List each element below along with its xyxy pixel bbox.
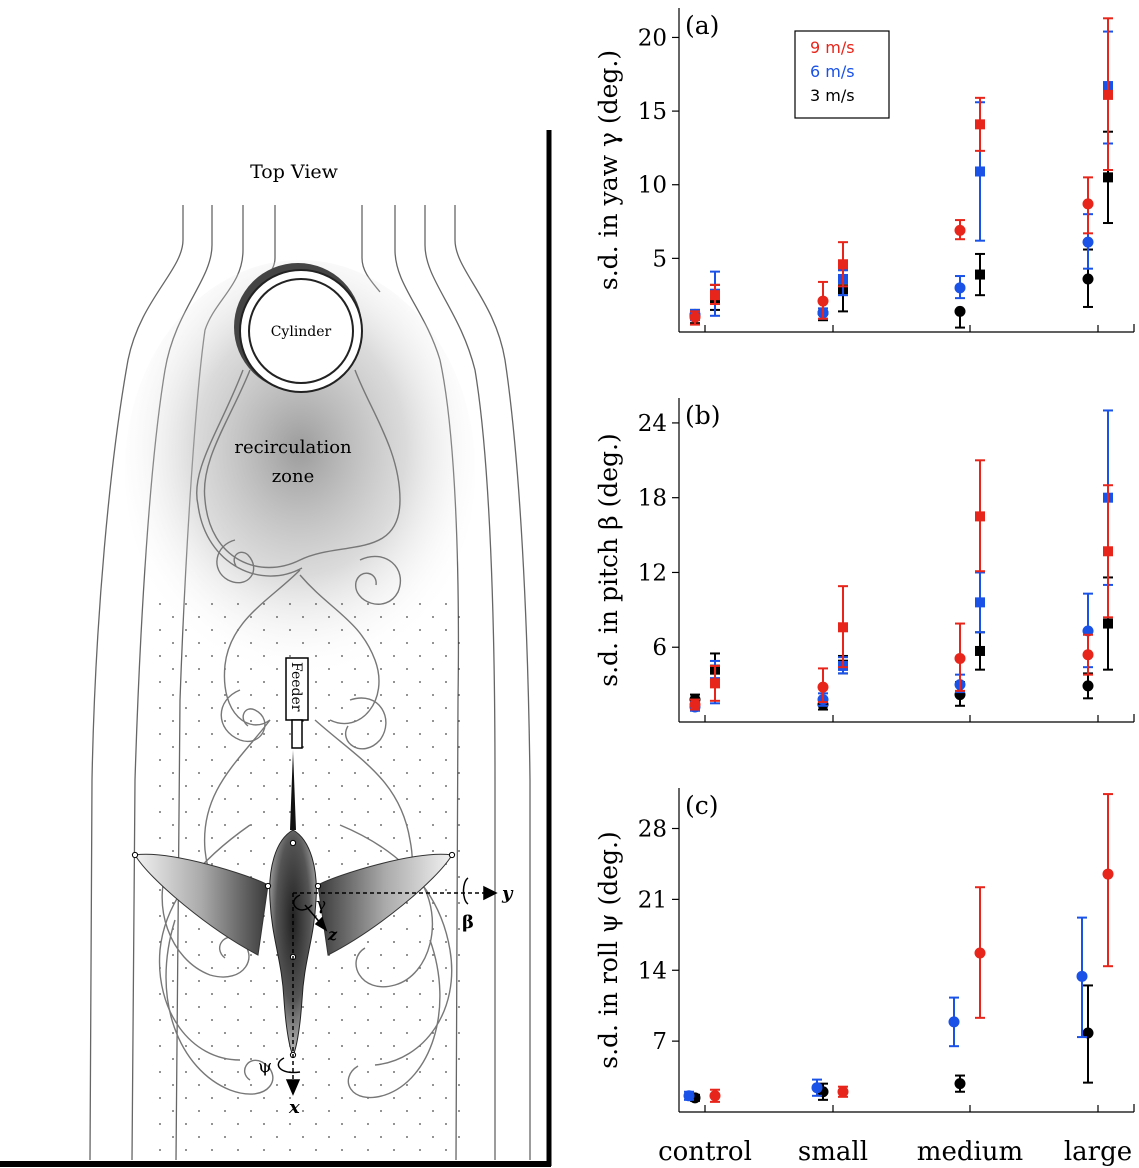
data-point-circle (955, 1078, 966, 1089)
recirculation-label-line1: recirculation (234, 437, 352, 458)
data-point-square (1103, 619, 1113, 629)
y-tick-label: 28 (638, 817, 667, 843)
recirculation-label-line2: zone (272, 466, 315, 487)
y-tick-label: 21 (638, 887, 667, 913)
data-point-circle (690, 699, 701, 710)
data-point-square (1103, 546, 1113, 556)
data-point-square (1103, 90, 1113, 100)
x-label-large: large (1064, 1137, 1132, 1167)
series-9ms-circle (710, 794, 1114, 1102)
top-view-illustration: Top View Cylinder recirculation zone Fee… (0, 130, 551, 1166)
beta-symbol: β (462, 912, 474, 933)
data-point-circle (684, 1090, 695, 1101)
data-point-square (975, 646, 985, 656)
series-6ms-circle (690, 214, 1094, 320)
feeder-label: Feeder (288, 662, 304, 712)
data-point-circle (818, 682, 829, 693)
data-point-square (710, 678, 720, 688)
z-axis-symbol: z (327, 925, 338, 944)
legend-entry-9ms: 9 m/s (810, 38, 855, 57)
series-3ms-circle (690, 673, 1094, 710)
data-point-square (975, 511, 985, 521)
panel-label: (b) (685, 401, 721, 430)
series-9ms-circle (690, 177, 1094, 324)
top-view-title: Top View (250, 161, 339, 183)
y-axis-label: s.d. in roll ψ (deg.) (594, 831, 623, 1068)
series-6ms-square (710, 32, 1113, 316)
y-tick-label: 6 (652, 635, 667, 661)
data-point-circle (975, 948, 986, 959)
series-6ms-square (710, 410, 1113, 703)
y-tick-label: 12 (638, 560, 667, 586)
data-point-square (838, 259, 848, 269)
legend-entry-6ms: 6 m/s (810, 62, 855, 81)
data-point-circle (1083, 680, 1094, 691)
series-9ms-square (710, 18, 1113, 304)
data-point-square (710, 290, 720, 300)
y-tick-label: 10 (638, 173, 667, 199)
y-tick-label: 7 (652, 1029, 667, 1055)
data-point-circle (1083, 273, 1094, 284)
data-point-circle (955, 225, 966, 236)
data-point-square (975, 597, 985, 607)
data-point-circle (949, 1016, 960, 1027)
data-point-square (1103, 172, 1113, 182)
y-axis-symbol: y (501, 883, 514, 904)
x-label-small: small (798, 1137, 868, 1167)
y-axis-label: s.d. in pitch β (deg.) (594, 433, 623, 686)
y-tick-label: 20 (638, 25, 667, 51)
y-tick-label: 14 (638, 958, 667, 984)
series-3ms-circle (690, 250, 1094, 328)
y-tick-label: 5 (652, 246, 667, 272)
data-point-circle (838, 1086, 849, 1097)
data-point-circle (1077, 971, 1088, 982)
gamma-symbol: γ (316, 895, 326, 915)
data-point-circle (818, 296, 829, 307)
data-point-square (975, 270, 985, 280)
series-6ms-circle (684, 918, 1088, 1102)
data-point-circle (1083, 649, 1094, 660)
data-point-circle (1083, 198, 1094, 209)
x-category-labels: control small medium large (658, 1137, 1132, 1167)
cylinder-label: Cylinder (271, 324, 332, 340)
series-6ms-circle (690, 594, 1094, 713)
data-point-square (975, 119, 985, 129)
chart-panels: 5 10 15 20 (a) s.d. in yaw γ (deg.) 6 12 18 24 (b)… (594, 8, 1134, 1112)
x-label-medium: medium (917, 1137, 1023, 1167)
x-label-control: control (658, 1137, 752, 1167)
data-point-circle (710, 1090, 721, 1101)
panel-label: (c) (685, 791, 719, 820)
legend: 9 m/s 6 m/s 3 m/s (795, 31, 889, 118)
feeder-tube (292, 720, 302, 748)
data-point-circle (812, 1082, 823, 1093)
panel-label: (a) (685, 11, 719, 40)
series-9ms-circle (690, 624, 1094, 711)
y-tick-label: 18 (638, 486, 667, 512)
series-3ms-circle (690, 985, 1094, 1103)
data-point-circle (955, 653, 966, 664)
data-point-circle (1103, 869, 1114, 880)
series-3ms-square (710, 577, 1113, 684)
data-point-circle (955, 282, 966, 293)
x-axis-symbol: x (288, 1097, 300, 1118)
data-point-circle (690, 312, 701, 323)
data-point-circle (1083, 237, 1094, 248)
data-point-square (838, 622, 848, 632)
panel-b: 6 12 18 24 (b) s.d. in pitch β (deg.) (594, 398, 1134, 722)
legend-entry-3ms: 3 m/s (810, 86, 855, 105)
y-tick-label: 24 (638, 411, 667, 437)
series-3ms-square (710, 132, 1113, 312)
psi-symbol: ψ (258, 1056, 272, 1077)
y-tick-label: 15 (638, 99, 667, 125)
data-point-circle (955, 306, 966, 317)
y-axis-label: s.d. in yaw γ (deg.) (594, 50, 623, 290)
panel-c: 7 14 21 28 (c) s.d. in roll ψ (deg.) (594, 788, 1134, 1112)
data-point-square (975, 166, 985, 176)
series-9ms-square (710, 460, 1113, 701)
